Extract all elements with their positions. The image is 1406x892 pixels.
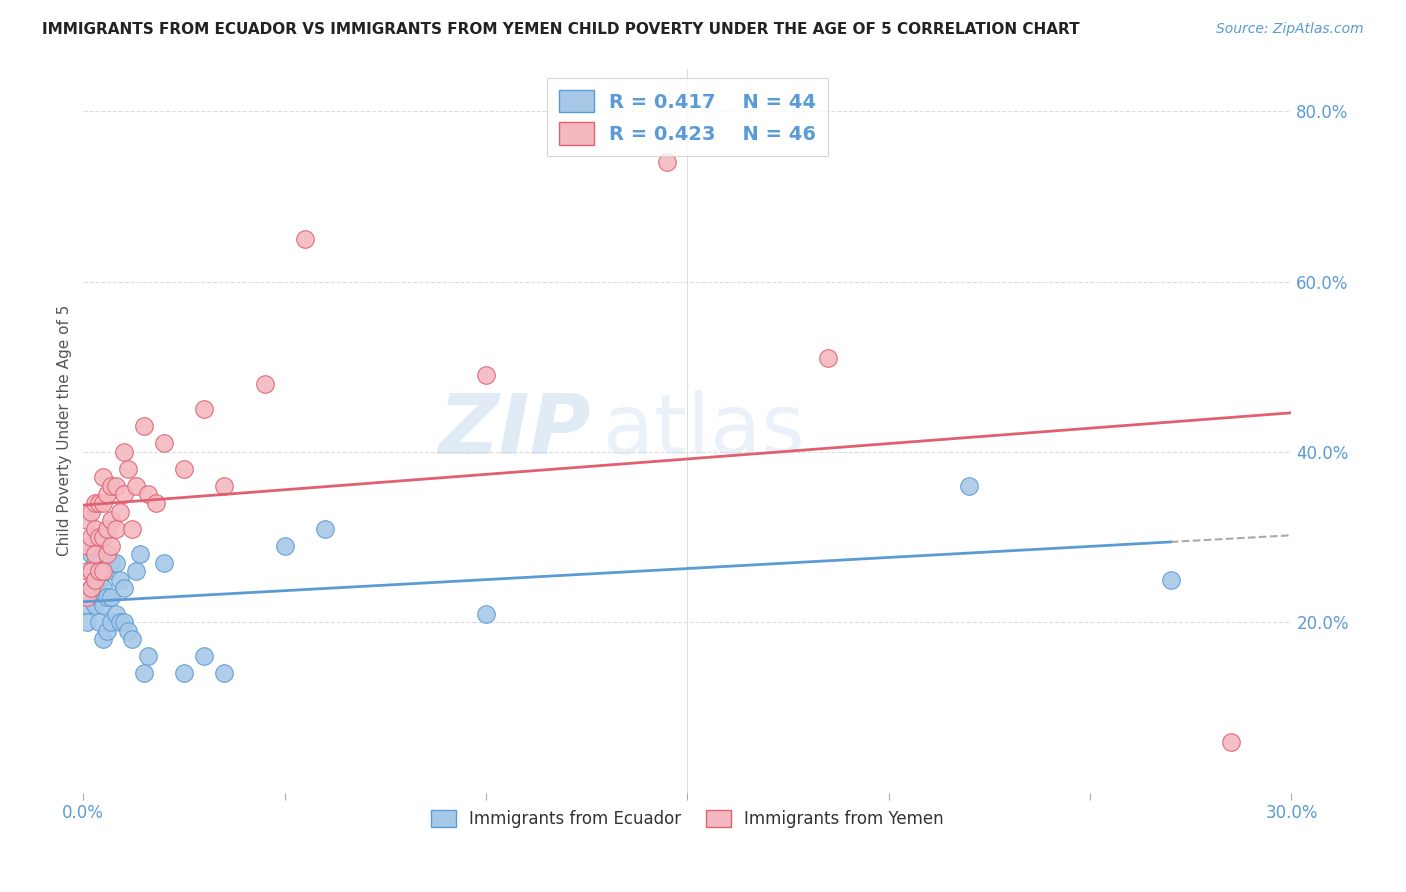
Point	[153, 556, 176, 570]
Point	[104, 479, 127, 493]
Text: ZIP: ZIP	[439, 390, 591, 471]
Point	[128, 547, 150, 561]
Point	[193, 649, 215, 664]
Point	[93, 564, 115, 578]
Point	[153, 436, 176, 450]
Point	[121, 632, 143, 647]
Point	[96, 522, 118, 536]
Text: atlas: atlas	[603, 390, 804, 471]
Point	[124, 479, 146, 493]
Point	[84, 547, 107, 561]
Point	[93, 599, 115, 613]
Point	[93, 564, 115, 578]
Point	[100, 479, 122, 493]
Point	[96, 487, 118, 501]
Point	[84, 556, 107, 570]
Point	[475, 368, 498, 383]
Point	[112, 445, 135, 459]
Point	[80, 504, 103, 518]
Point	[136, 487, 159, 501]
Text: IMMIGRANTS FROM ECUADOR VS IMMIGRANTS FROM YEMEN CHILD POVERTY UNDER THE AGE OF : IMMIGRANTS FROM ECUADOR VS IMMIGRANTS FR…	[42, 22, 1080, 37]
Point	[253, 376, 276, 391]
Point	[80, 581, 103, 595]
Point	[273, 539, 295, 553]
Point	[89, 496, 111, 510]
Point	[93, 581, 115, 595]
Point	[76, 564, 98, 578]
Point	[93, 632, 115, 647]
Point	[100, 539, 122, 553]
Point	[76, 615, 98, 630]
Point	[112, 487, 135, 501]
Point	[80, 564, 103, 578]
Point	[93, 530, 115, 544]
Point	[294, 232, 316, 246]
Point	[89, 530, 111, 544]
Point	[112, 615, 135, 630]
Point	[96, 590, 118, 604]
Point	[80, 530, 103, 544]
Point	[96, 564, 118, 578]
Point	[104, 522, 127, 536]
Point	[89, 590, 111, 604]
Point	[76, 599, 98, 613]
Point	[124, 564, 146, 578]
Point	[108, 504, 131, 518]
Point	[84, 599, 107, 613]
Point	[100, 556, 122, 570]
Point	[132, 666, 155, 681]
Point	[80, 564, 103, 578]
Point	[1160, 573, 1182, 587]
Point	[104, 607, 127, 621]
Point	[93, 470, 115, 484]
Point	[96, 547, 118, 561]
Point	[108, 573, 131, 587]
Point	[100, 590, 122, 604]
Point	[173, 666, 195, 681]
Point	[314, 522, 336, 536]
Point	[121, 522, 143, 536]
Point	[96, 624, 118, 638]
Point	[89, 615, 111, 630]
Legend: Immigrants from Ecuador, Immigrants from Yemen: Immigrants from Ecuador, Immigrants from…	[425, 804, 950, 835]
Point	[84, 581, 107, 595]
Point	[100, 615, 122, 630]
Point	[104, 556, 127, 570]
Text: Source: ZipAtlas.com: Source: ZipAtlas.com	[1216, 22, 1364, 37]
Point	[76, 590, 98, 604]
Point	[89, 564, 111, 578]
Point	[136, 649, 159, 664]
Point	[112, 581, 135, 595]
Point	[145, 496, 167, 510]
Point	[80, 547, 103, 561]
Point	[100, 513, 122, 527]
Point	[212, 666, 235, 681]
Point	[89, 556, 111, 570]
Point	[117, 462, 139, 476]
Point	[1220, 734, 1243, 748]
Point	[132, 419, 155, 434]
Point	[108, 615, 131, 630]
Point	[93, 496, 115, 510]
Point	[89, 573, 111, 587]
Point	[212, 479, 235, 493]
Point	[84, 496, 107, 510]
Point	[84, 573, 107, 587]
Point	[76, 513, 98, 527]
Point	[817, 351, 839, 366]
Y-axis label: Child Poverty Under the Age of 5: Child Poverty Under the Age of 5	[58, 305, 72, 557]
Point	[80, 581, 103, 595]
Point	[76, 539, 98, 553]
Point	[657, 155, 679, 169]
Point	[475, 607, 498, 621]
Point	[84, 564, 107, 578]
Point	[193, 402, 215, 417]
Point	[117, 624, 139, 638]
Point	[84, 522, 107, 536]
Point	[957, 479, 980, 493]
Point	[173, 462, 195, 476]
